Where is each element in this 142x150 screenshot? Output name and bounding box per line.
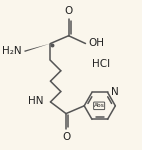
Polygon shape bbox=[24, 44, 50, 52]
Text: O: O bbox=[62, 132, 70, 142]
Text: Abs: Abs bbox=[94, 103, 105, 108]
Text: O: O bbox=[64, 6, 73, 16]
Text: OH: OH bbox=[89, 38, 105, 48]
Text: H₂N: H₂N bbox=[2, 46, 22, 56]
FancyBboxPatch shape bbox=[94, 102, 105, 110]
Text: HN: HN bbox=[28, 96, 44, 106]
Text: HCl: HCl bbox=[92, 59, 110, 69]
Text: N: N bbox=[111, 87, 119, 97]
